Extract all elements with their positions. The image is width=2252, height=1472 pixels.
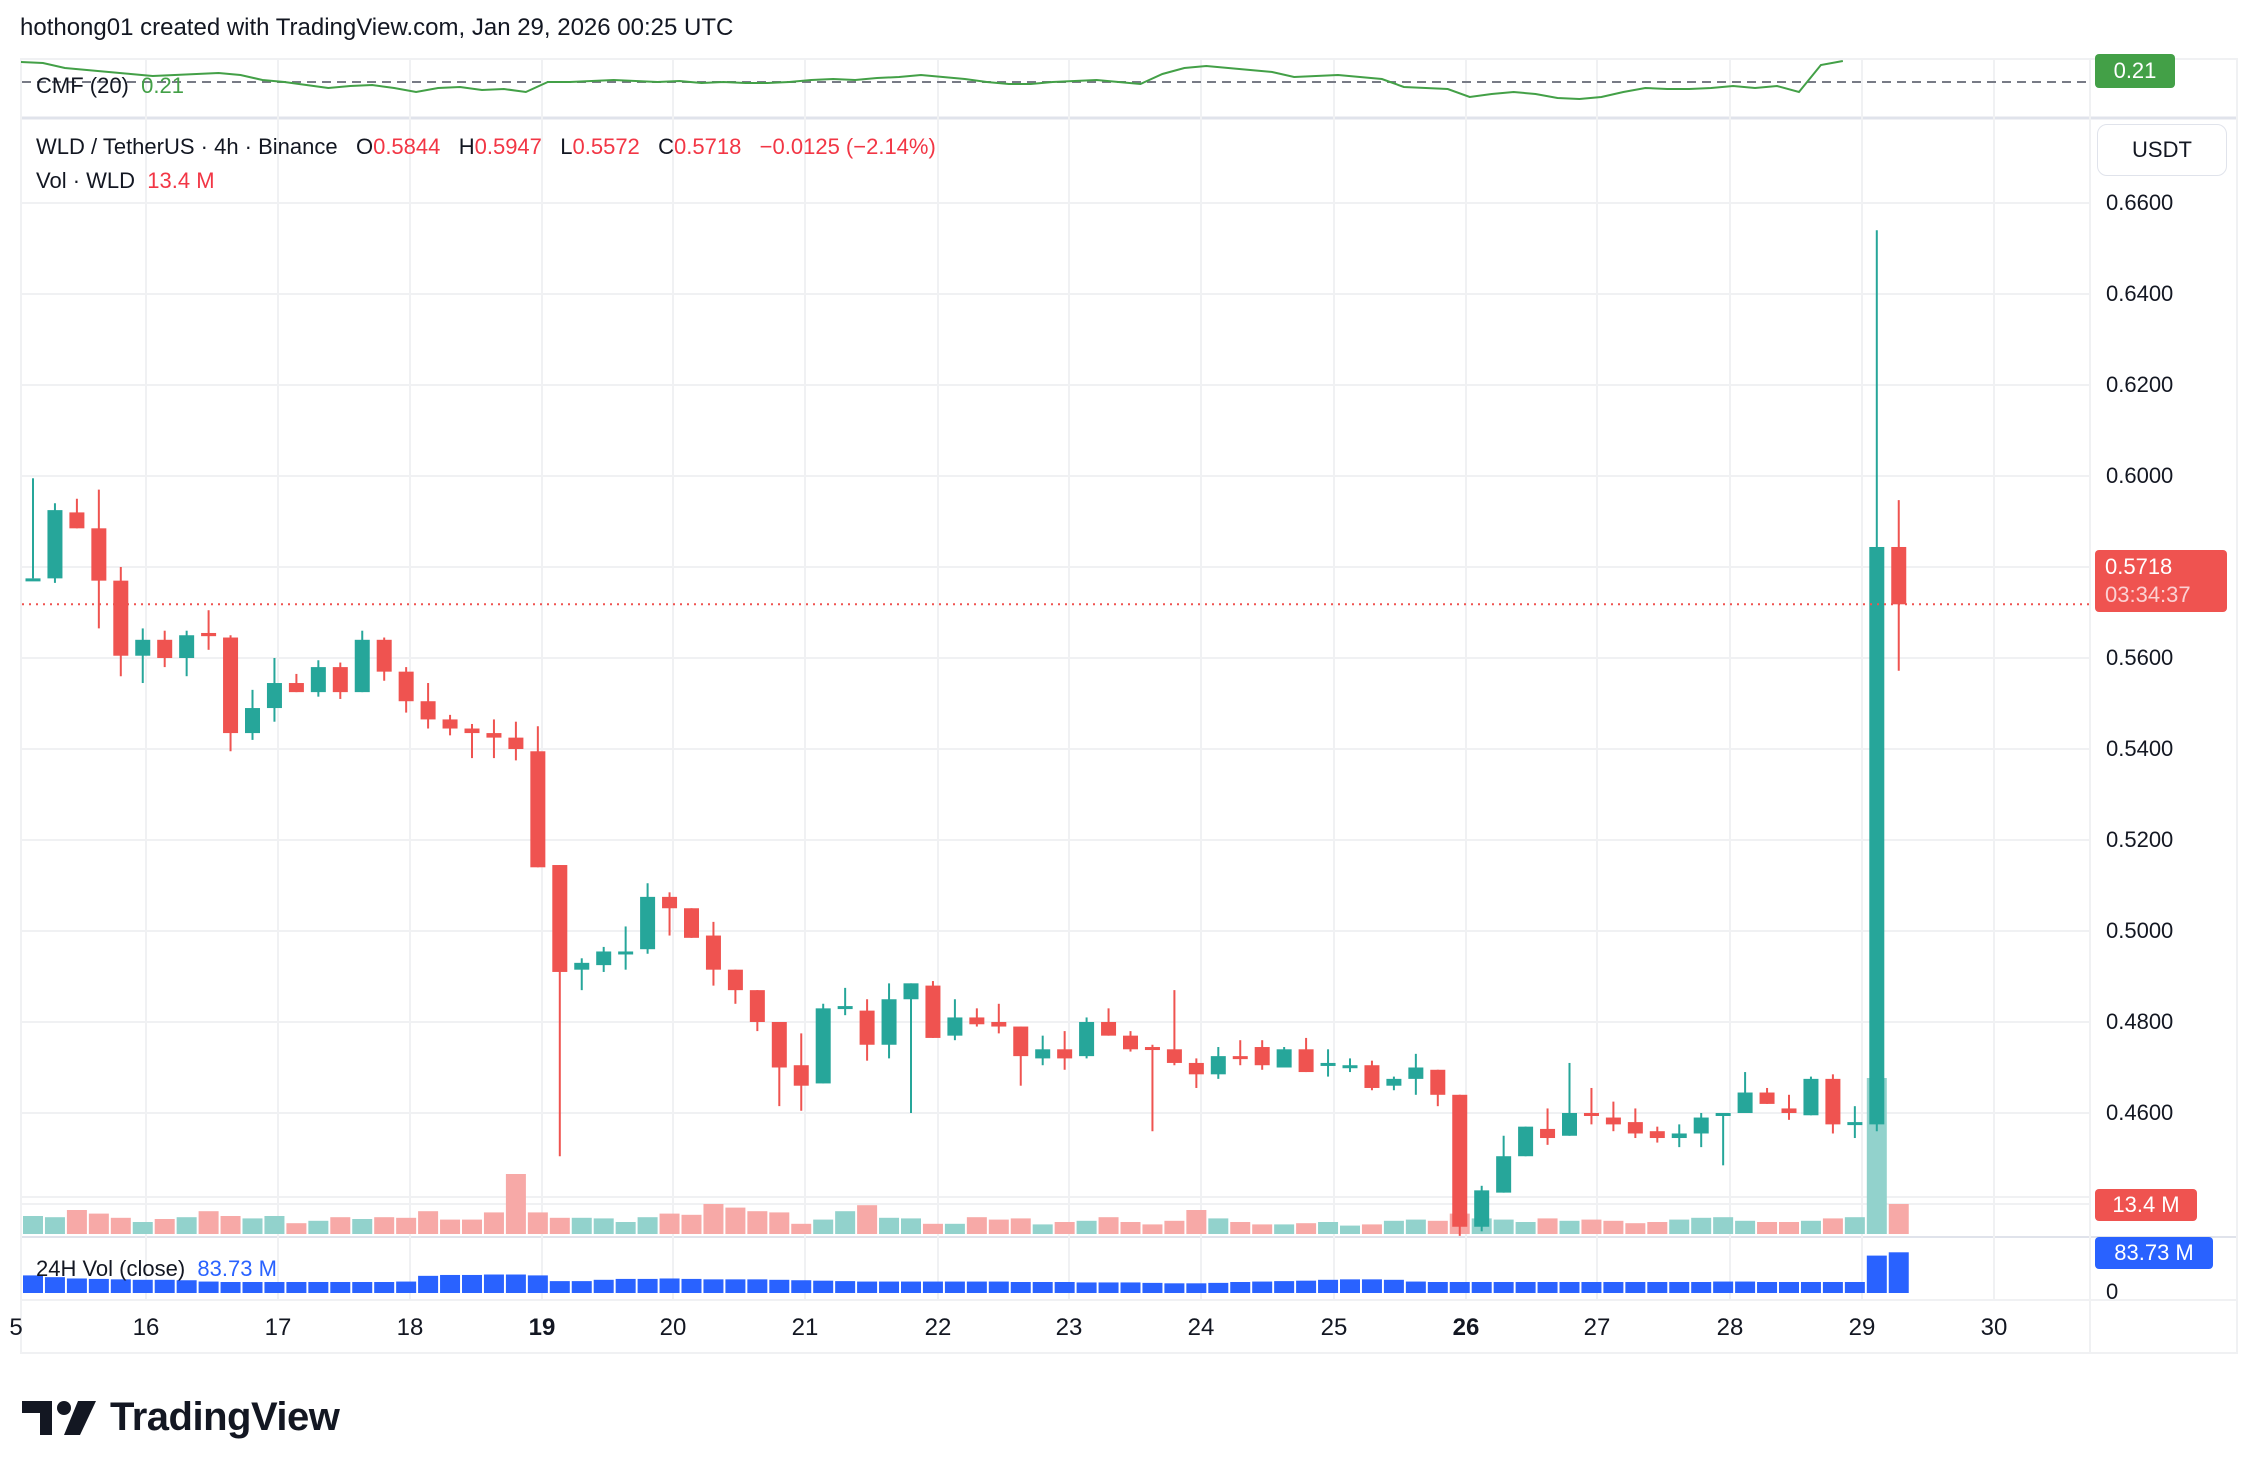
time-axis-label: 29: [1848, 1314, 1876, 1341]
price-change: −0.0125 (−2.14%): [759, 134, 936, 159]
volume-value-tag: 13.4 M: [2095, 1189, 2197, 1221]
price-axis-label: 0.5200: [2106, 827, 2174, 852]
time-axis-label: 20: [659, 1314, 687, 1341]
volume-legend: Vol · WLD 13.4 M: [36, 168, 215, 194]
time-axis-label: 19: [528, 1314, 556, 1341]
open-value: 0.5844: [373, 134, 441, 159]
tradingview-logo-icon: [22, 1400, 96, 1435]
chart-title: hothong01 created with TradingView.com, …: [20, 14, 734, 41]
low-label: L: [560, 134, 573, 159]
close-value: 0.5718: [674, 134, 742, 159]
symbol-name[interactable]: WLD / TetherUS · 4h · Binance: [36, 134, 338, 159]
price-gridlines: [22, 60, 2090, 1300]
candlesticks: [25, 230, 1907, 1236]
price-axis-label: 0.5400: [2106, 736, 2174, 761]
bar-countdown: 03:34:37: [2105, 582, 2191, 607]
time-axis-label: 30: [1980, 1314, 2008, 1341]
price-axis-label: 0.5600: [2106, 645, 2174, 670]
volume-value: 13.4 M: [147, 168, 215, 193]
cmf-line: [20, 60, 1844, 101]
price-axis-label: 0.6000: [2106, 463, 2174, 488]
time-axis-label: 24: [1187, 1314, 1215, 1341]
chart-frame: [20, 58, 2238, 1354]
high-label: H: [458, 134, 475, 159]
last-price-tag: 0.5718 03:34:37: [2095, 550, 2227, 612]
time-axis-label: 21: [791, 1314, 819, 1341]
time-axis-label: 23: [1055, 1314, 1083, 1341]
time-axis-label: 26: [1452, 1314, 1480, 1341]
price-axis-label: 0.6400: [2106, 281, 2174, 306]
tradingview-logo[interactable]: TradingView: [22, 1395, 340, 1440]
close-label: C: [658, 134, 675, 159]
vol24-legend: 24H Vol (close) 83.73 M: [36, 1256, 277, 1282]
price-axis-label: 0.4600: [2106, 1100, 2174, 1125]
vol24-value: 83.73 M: [197, 1256, 277, 1281]
vol24-label: 24H Vol (close): [36, 1256, 186, 1281]
cmf-label: CMF (20): [36, 73, 129, 98]
volume-label: Vol · WLD: [36, 168, 136, 193]
cmf-legend: CMF (20) 0.21: [36, 73, 184, 99]
cmf-value-tag: 0.21: [2095, 54, 2175, 88]
last-price-value: 0.5718: [2105, 554, 2173, 579]
tradingview-logo-text: TradingView: [110, 1395, 340, 1439]
time-axis-label: 17: [264, 1314, 292, 1341]
price-axis-label: 0.5000: [2106, 918, 2174, 943]
cmf-value: 0.21: [141, 73, 184, 98]
vol24-zero-label: 0: [2106, 1279, 2119, 1304]
time-axis-label: 27: [1583, 1314, 1611, 1341]
vol24-value-tag: 83.73 M: [2095, 1237, 2213, 1269]
time-axis-label: 5: [9, 1314, 23, 1341]
time-axis-label: 25: [1320, 1314, 1348, 1341]
high-value: 0.5947: [474, 134, 542, 159]
time-axis-label: 18: [396, 1314, 424, 1341]
price-axis-label: 0.6200: [2106, 372, 2174, 397]
open-label: O: [355, 134, 374, 159]
volume-bars: [23, 1078, 1909, 1234]
time-axis-label: 22: [924, 1314, 952, 1341]
time-axis-label: 16: [132, 1314, 160, 1341]
currency-button[interactable]: USDT: [2097, 124, 2227, 176]
low-value: 0.5572: [572, 134, 640, 159]
time-axis-label: 28: [1716, 1314, 1744, 1341]
price-axis-label: 0.6600: [2106, 190, 2174, 215]
price-axis-label: 0.4800: [2106, 1009, 2174, 1034]
symbol-legend: WLD / TetherUS · 4h · Binance O0.5844 H0…: [36, 134, 936, 160]
vol24-bars: [23, 1252, 1909, 1293]
